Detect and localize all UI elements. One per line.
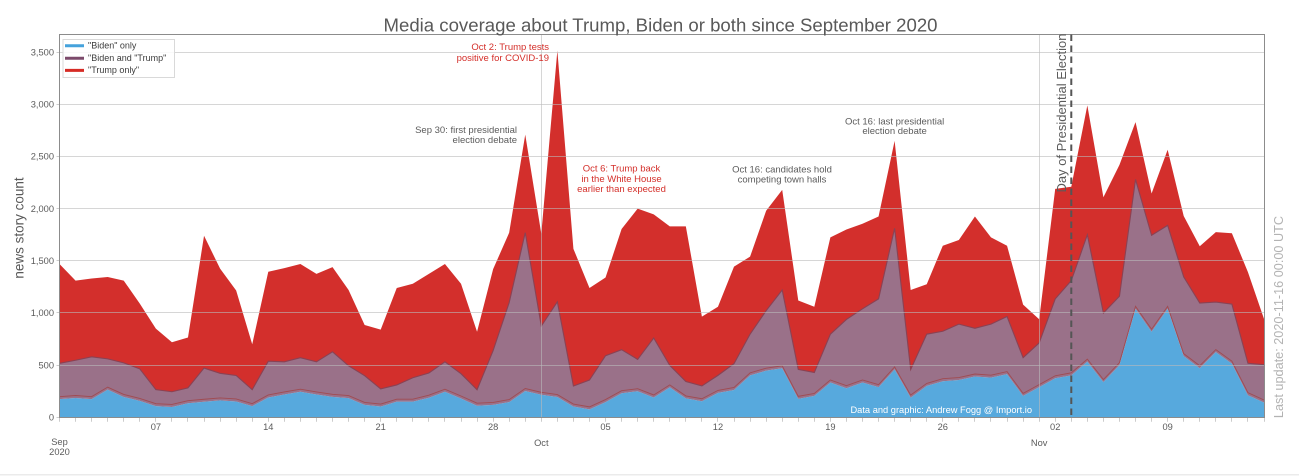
svg-text:Nov: Nov (1031, 438, 1048, 448)
svg-text:Sep 30: first presidential: Sep 30: first presidential (415, 125, 517, 136)
svg-text:14: 14 (263, 422, 273, 432)
svg-text:26: 26 (938, 422, 948, 432)
svg-text:competing town halls: competing town halls (738, 175, 827, 186)
svg-text:Media coverage about Trump, Bi: Media coverage about Trump, Biden or bot… (383, 15, 937, 36)
svg-text:Data and graphic: Andrew Fogg: Data and graphic: Andrew Fogg @ Import.i… (850, 405, 1032, 415)
svg-text:Oct 6: Trump back: Oct 6: Trump back (583, 164, 661, 175)
svg-text:election debate: election debate (862, 126, 926, 137)
svg-text:1,500: 1,500 (31, 256, 54, 266)
svg-text:21: 21 (376, 422, 386, 432)
svg-text:Oct 16: last presidential: Oct 16: last presidential (845, 116, 944, 127)
svg-text:Oct 16: candidates hold: Oct 16: candidates hold (732, 165, 832, 176)
svg-text:"Trump only": "Trump only" (88, 65, 139, 75)
svg-text:Oct 2: Trump tests: Oct 2: Trump tests (471, 42, 549, 53)
svg-text:28: 28 (488, 422, 498, 432)
svg-text:500: 500 (38, 360, 54, 370)
svg-text:09: 09 (1162, 422, 1172, 432)
svg-text:1,000: 1,000 (31, 308, 54, 318)
svg-text:Day of Presidential Election: Day of Presidential Election (1054, 34, 1069, 193)
svg-text:19: 19 (825, 422, 835, 432)
svg-text:2,000: 2,000 (31, 204, 54, 214)
svg-text:0: 0 (49, 413, 54, 423)
svg-text:news story count: news story count (12, 177, 27, 279)
svg-text:in the White House: in the White House (581, 174, 661, 185)
svg-text:2,500: 2,500 (31, 152, 54, 162)
svg-text:3,000: 3,000 (31, 100, 54, 110)
svg-text:positive for COVID-19: positive for COVID-19 (457, 53, 549, 64)
svg-text:"Biden" only: "Biden" only (88, 41, 137, 51)
svg-text:2020: 2020 (49, 447, 70, 457)
svg-text:05: 05 (600, 422, 610, 432)
svg-text:12: 12 (713, 422, 723, 432)
svg-text:election debate: election debate (453, 135, 517, 146)
svg-text:07: 07 (151, 422, 161, 432)
svg-text:"Biden and "Trump": "Biden and "Trump" (88, 53, 166, 63)
svg-text:Last update: 2020-11-16 00:00: Last update: 2020-11-16 00:00 UTC (1272, 216, 1286, 418)
svg-text:3,500: 3,500 (31, 47, 54, 57)
svg-text:02: 02 (1050, 422, 1060, 432)
svg-text:Sep: Sep (51, 437, 68, 447)
svg-text:Oct: Oct (534, 438, 549, 448)
svg-text:earlier than expected: earlier than expected (577, 184, 666, 195)
